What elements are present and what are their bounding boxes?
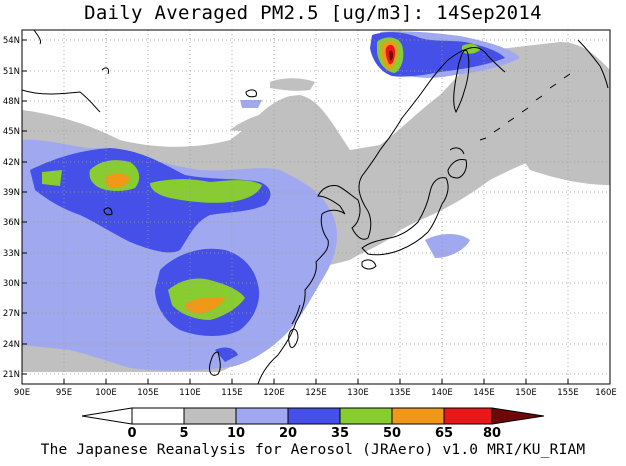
lat-label: 48N <box>3 97 20 107</box>
lon-label: 145E <box>473 388 495 398</box>
colorbar-label: 65 <box>435 426 453 441</box>
map-gridlines <box>22 30 610 384</box>
colorbar-label: 35 <box>331 426 349 441</box>
colorbar-cell <box>443 407 493 425</box>
field-level-80-plus <box>389 50 393 61</box>
colorbar-cell <box>131 407 185 425</box>
lon-label: 160E <box>595 388 617 398</box>
map-title: Daily Averaged PM2.5 [ug/m3]: 14Sep2014 <box>84 2 542 24</box>
lon-label: 100E <box>95 388 117 398</box>
colorbar-label: 20 <box>279 426 297 441</box>
colorbar-cell <box>391 407 445 425</box>
colorbar-labels: 0 5 10 20 35 50 65 80 <box>127 426 501 441</box>
colorbar-cell-max <box>491 407 545 425</box>
colorbar-label: 10 <box>227 426 245 441</box>
coastlines <box>22 30 609 384</box>
lon-label: 135E <box>389 388 411 398</box>
lon-label: 95E <box>56 388 72 398</box>
lon-label: 140E <box>431 388 453 398</box>
colorbar-label: 80 <box>483 426 501 441</box>
lon-label: 110E <box>179 388 201 398</box>
lat-label: 33N <box>3 249 20 259</box>
colorbar-label: 0 <box>127 426 136 441</box>
lat-label: 30N <box>3 279 20 289</box>
colorbar-cell <box>183 407 237 425</box>
lat-label: 54N <box>3 36 20 46</box>
footer-credit: The Japanese Reanalysis for Aerosol (JRA… <box>40 442 586 458</box>
colorbar-cell-min <box>81 407 133 425</box>
lat-label: 24N <box>3 340 20 350</box>
colorbar <box>81 407 545 425</box>
lon-label: 130E <box>347 388 369 398</box>
lon-label: 120E <box>263 388 285 398</box>
lat-label: 27N <box>3 309 20 319</box>
colorbar-label: 50 <box>383 426 401 441</box>
lat-label: 45N <box>3 127 20 137</box>
colorbar-label: 5 <box>179 426 188 441</box>
colorbar-cell <box>235 407 289 425</box>
lon-label: 150E <box>515 388 537 398</box>
longitude-labels: 90E 95E 100E 105E 110E 115E 120E 125E 13… <box>14 388 617 398</box>
latitude-labels: 21N 24N 27N 30N 33N 36N 39N 42N 45N 48N … <box>3 36 20 380</box>
colorbar-cell <box>339 407 393 425</box>
lat-label: 42N <box>3 158 20 168</box>
lat-label: 39N <box>3 188 20 198</box>
lon-label: 125E <box>305 388 327 398</box>
lon-label: 155E <box>557 388 579 398</box>
lon-label: 105E <box>137 388 159 398</box>
lat-label: 36N <box>3 218 20 228</box>
lon-label: 115E <box>221 388 243 398</box>
tick-marks <box>22 39 569 384</box>
lat-label: 21N <box>3 370 20 380</box>
lon-label: 90E <box>14 388 30 398</box>
lat-label: 51N <box>3 67 20 77</box>
colorbar-cell <box>287 407 341 425</box>
